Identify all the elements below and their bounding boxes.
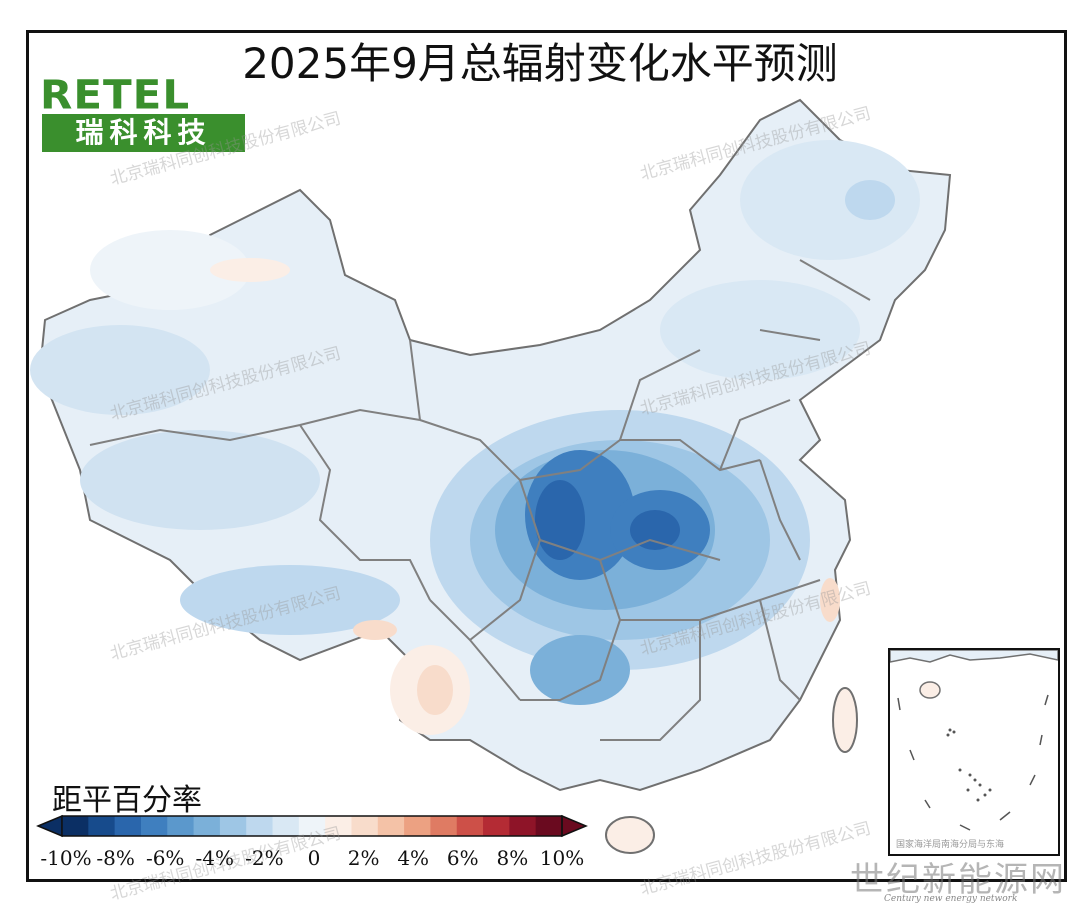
colorbar-swatch: [88, 816, 116, 836]
legend-title: 距平百分率: [52, 783, 202, 818]
colorbar-border: [61, 815, 563, 837]
inset-caption: 国家海洋局南海分局与东海: [896, 840, 1005, 850]
legend-tick-label: -8%: [96, 846, 135, 870]
legend-tick-label: 4%: [397, 846, 430, 870]
legend-tick-label: -10%: [40, 846, 92, 870]
taiwan: [832, 687, 858, 753]
colorbar-swatch: [62, 816, 89, 836]
colorbar-swatch: [114, 816, 142, 836]
colorbar-swatch: [298, 816, 326, 836]
colorbar-swatch: [509, 816, 537, 836]
colorbar-swatch: [430, 816, 458, 836]
legend-tick-label: -6%: [145, 846, 185, 870]
legend-tick-label: 6%: [446, 846, 479, 870]
colorbar-swatch: [404, 816, 431, 836]
colorbar-swatch: [272, 816, 300, 836]
site-watermark-subtitle: Century new energy network: [884, 894, 1018, 904]
legend-tick-label: 0: [307, 846, 321, 870]
colorbar-swatch: [140, 816, 168, 836]
colorbar-swatch: [246, 816, 274, 836]
colorbar-swatch: [377, 816, 405, 836]
colorbar-swatch: [193, 816, 221, 836]
inset-map: [889, 649, 1059, 831]
site-watermark: 世纪新能源网: [850, 860, 1066, 900]
colorbar-swatch: [167, 816, 195, 836]
retel-logo: RETEL 瑞科科技: [40, 70, 246, 152]
map-title: 2025年9月总辐射变化水平预测: [242, 39, 838, 88]
legend-tick-label: -4%: [195, 846, 235, 870]
colorbar-swatch: [456, 816, 484, 836]
hainan: [605, 816, 655, 854]
province-borders: [89, 259, 871, 741]
south-china-sea-inset: 国家海洋局南海分局与东海: [888, 648, 1060, 856]
colorbar-min-arrow: [36, 814, 63, 838]
legend-tick-label: -2%: [245, 846, 284, 870]
legend-tick-label: 8%: [496, 846, 529, 870]
colorbar-max-arrow: [561, 814, 588, 838]
logo-chinese-text: 瑞科科技: [42, 114, 245, 152]
colorbar-swatch: [325, 816, 352, 836]
legend-colorbar: [36, 814, 588, 838]
colorbar-swatch: [483, 816, 510, 836]
colorbar-swatch: [219, 816, 247, 836]
logo-latin-text: RETEL: [40, 71, 191, 118]
anomaly-shading: [30, 140, 920, 853]
legend-tick-label: 2%: [347, 846, 380, 870]
legend-tick-label: 10%: [539, 846, 585, 870]
colorbar-swatch: [351, 816, 379, 836]
colorbar-swatch: [535, 816, 563, 836]
